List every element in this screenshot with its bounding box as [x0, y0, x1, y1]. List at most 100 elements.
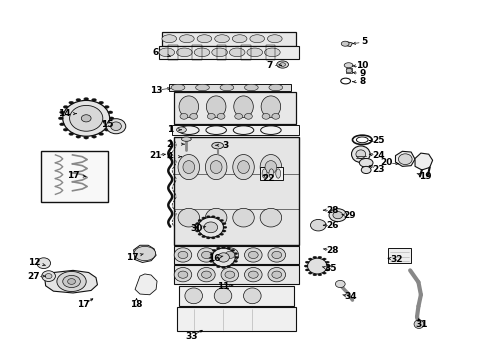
Ellipse shape: [234, 260, 238, 262]
Ellipse shape: [185, 288, 202, 304]
Text: 12: 12: [27, 258, 40, 267]
Ellipse shape: [209, 253, 213, 255]
Ellipse shape: [268, 248, 286, 262]
Ellipse shape: [361, 166, 371, 174]
FancyBboxPatch shape: [174, 265, 299, 284]
Ellipse shape: [262, 113, 270, 119]
Text: 32: 32: [390, 255, 403, 264]
Text: 13: 13: [150, 86, 162, 95]
Ellipse shape: [178, 271, 188, 278]
Ellipse shape: [42, 271, 55, 282]
Ellipse shape: [322, 272, 326, 274]
Ellipse shape: [212, 264, 216, 266]
Ellipse shape: [98, 101, 103, 104]
Ellipse shape: [225, 251, 235, 258]
Ellipse shape: [69, 132, 74, 135]
Text: 23: 23: [372, 165, 385, 174]
Text: 28: 28: [327, 206, 339, 215]
Ellipse shape: [179, 35, 194, 42]
Ellipse shape: [201, 271, 211, 278]
Ellipse shape: [414, 320, 424, 328]
Ellipse shape: [216, 217, 220, 219]
Ellipse shape: [178, 251, 188, 258]
Ellipse shape: [205, 154, 227, 180]
Ellipse shape: [211, 216, 215, 218]
Ellipse shape: [335, 280, 345, 288]
Ellipse shape: [195, 226, 198, 228]
Text: 34: 34: [344, 292, 357, 301]
Ellipse shape: [235, 113, 243, 119]
Ellipse shape: [108, 123, 113, 126]
Ellipse shape: [341, 41, 349, 46]
Ellipse shape: [220, 233, 223, 235]
Ellipse shape: [322, 258, 326, 260]
Text: 29: 29: [343, 211, 356, 220]
Ellipse shape: [174, 248, 192, 262]
Ellipse shape: [198, 217, 223, 237]
Text: 6: 6: [153, 48, 159, 57]
Ellipse shape: [325, 269, 329, 271]
Polygon shape: [415, 153, 433, 170]
Ellipse shape: [68, 279, 75, 284]
Ellipse shape: [162, 35, 176, 42]
Ellipse shape: [190, 113, 197, 119]
Ellipse shape: [210, 161, 222, 174]
Text: 17: 17: [67, 171, 79, 180]
Ellipse shape: [356, 150, 366, 158]
Ellipse shape: [272, 271, 282, 278]
Text: 18: 18: [130, 300, 143, 309]
Ellipse shape: [201, 251, 211, 258]
Ellipse shape: [398, 154, 412, 165]
Text: 8: 8: [359, 77, 366, 86]
Text: 5: 5: [362, 37, 368, 46]
Text: 22: 22: [262, 174, 275, 183]
Ellipse shape: [179, 96, 198, 117]
Ellipse shape: [231, 249, 235, 251]
Ellipse shape: [63, 100, 110, 136]
Ellipse shape: [329, 209, 346, 222]
Ellipse shape: [235, 256, 239, 258]
Ellipse shape: [305, 261, 309, 263]
Ellipse shape: [58, 117, 63, 120]
Polygon shape: [395, 151, 415, 166]
Ellipse shape: [225, 271, 235, 278]
Text: 1: 1: [167, 125, 173, 134]
Ellipse shape: [244, 288, 261, 304]
Ellipse shape: [196, 222, 199, 225]
Polygon shape: [343, 42, 352, 46]
Ellipse shape: [268, 35, 282, 42]
Ellipse shape: [206, 237, 210, 239]
Ellipse shape: [69, 101, 74, 104]
FancyBboxPatch shape: [41, 151, 108, 202]
Ellipse shape: [212, 249, 216, 251]
Ellipse shape: [92, 99, 97, 101]
Ellipse shape: [84, 98, 89, 100]
Ellipse shape: [108, 111, 113, 114]
Ellipse shape: [344, 63, 353, 68]
FancyBboxPatch shape: [162, 32, 296, 45]
Ellipse shape: [37, 258, 50, 269]
Ellipse shape: [245, 84, 258, 91]
Ellipse shape: [216, 235, 220, 238]
Ellipse shape: [214, 288, 232, 304]
Ellipse shape: [234, 96, 253, 117]
Ellipse shape: [308, 272, 312, 274]
Ellipse shape: [276, 169, 281, 178]
Ellipse shape: [318, 274, 322, 276]
Ellipse shape: [217, 266, 221, 268]
Ellipse shape: [248, 251, 258, 258]
Ellipse shape: [248, 271, 258, 278]
Polygon shape: [135, 274, 157, 295]
Text: 30: 30: [190, 224, 202, 233]
Ellipse shape: [104, 105, 109, 108]
Ellipse shape: [308, 258, 327, 274]
Ellipse shape: [220, 219, 223, 221]
Ellipse shape: [234, 253, 238, 255]
Text: 14: 14: [58, 109, 71, 118]
FancyBboxPatch shape: [172, 125, 299, 135]
Ellipse shape: [226, 266, 230, 268]
Ellipse shape: [250, 35, 265, 42]
Ellipse shape: [233, 208, 254, 227]
Ellipse shape: [272, 113, 280, 119]
Ellipse shape: [351, 146, 370, 162]
